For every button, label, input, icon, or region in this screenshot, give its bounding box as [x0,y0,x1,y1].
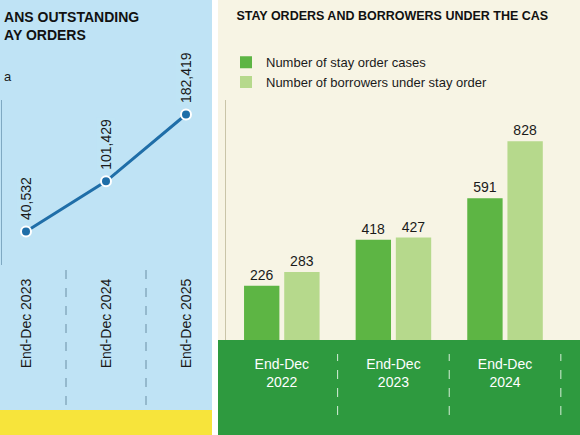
svg-text:Number of stay order cases: Number of stay order cases [266,55,426,70]
svg-text:Number of borrowers under stay: Number of borrowers under stay order [266,75,487,90]
svg-text:End-Dec 2024: End-Dec 2024 [98,279,114,369]
svg-text:ANS OUTSTANDINGAY ORDERS: ANS OUTSTANDINGAY ORDERS [4,9,139,43]
svg-text:283: 283 [290,253,314,269]
svg-text:40,532: 40,532 [18,177,34,220]
svg-text:427: 427 [402,219,426,235]
svg-text:End-Dec2022: End-Dec2022 [255,356,309,390]
svg-text:End-Dec2024: End-Dec2024 [478,356,532,390]
svg-text:226: 226 [250,267,274,283]
svg-text:STAY ORDERS AND BORROWERS UNDE: STAY ORDERS AND BORROWERS UNDER THE CAS [236,9,548,23]
svg-text:End-Dec2023: End-Dec2023 [366,356,420,390]
svg-text:End-Dec 2023: End-Dec 2023 [18,279,34,369]
svg-text:828: 828 [513,122,537,138]
svg-text:101,429: 101,429 [98,119,114,170]
svg-text:End-Dec 2025: End-Dec 2025 [178,279,194,369]
svg-text:182,419: 182,419 [178,52,194,103]
svg-text:591: 591 [473,179,497,195]
svg-text:a: a [4,69,12,84]
svg-text:418: 418 [362,221,386,237]
